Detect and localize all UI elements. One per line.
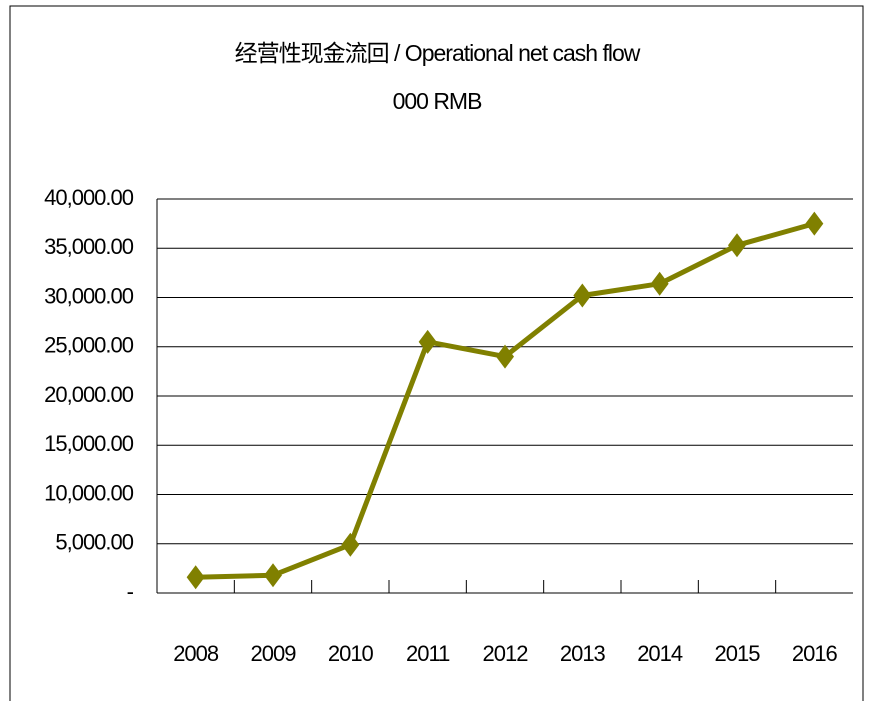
x-tick-label: 2013 [560, 641, 606, 666]
x-tick-label: 2014 [637, 641, 683, 666]
y-tick-label: 35,000.00 [44, 234, 134, 259]
y-tick-label: 25,000.00 [44, 333, 134, 358]
data-point [573, 283, 592, 308]
chart-title: 经营性现金流回 / Operational net cash flow [235, 40, 641, 66]
series-line [195, 221, 816, 580]
data-point [264, 563, 282, 588]
data-point [496, 344, 514, 369]
data-point [418, 329, 437, 354]
x-tick-label: 2011 [406, 641, 450, 666]
y-tick-label: 15,000.00 [44, 431, 134, 456]
data-point [186, 565, 205, 590]
x-tick-label: 2016 [792, 641, 838, 666]
y-tick-label: 5,000.00 [55, 530, 133, 555]
x-tick-label: 2012 [483, 641, 529, 666]
chart-frame [9, 5, 864, 701]
chart-subtitle: 000 RMB [393, 88, 483, 114]
y-tick-label: 20,000.00 [44, 382, 134, 407]
data-point [341, 532, 360, 557]
x-tick-label: 2008 [173, 641, 219, 666]
data-point [650, 271, 669, 296]
x-tick-label: 2015 [715, 641, 761, 666]
x-tick-label: 2010 [328, 641, 374, 666]
y-tick-label: - [127, 579, 134, 604]
y-tick-label: 40,000.00 [44, 185, 134, 210]
x-tick-label: 2009 [251, 641, 297, 666]
data-point [728, 233, 746, 258]
y-tick-label: 30,000.00 [44, 283, 134, 308]
y-tick-label: 10,000.00 [44, 480, 134, 505]
data-point [805, 211, 824, 236]
